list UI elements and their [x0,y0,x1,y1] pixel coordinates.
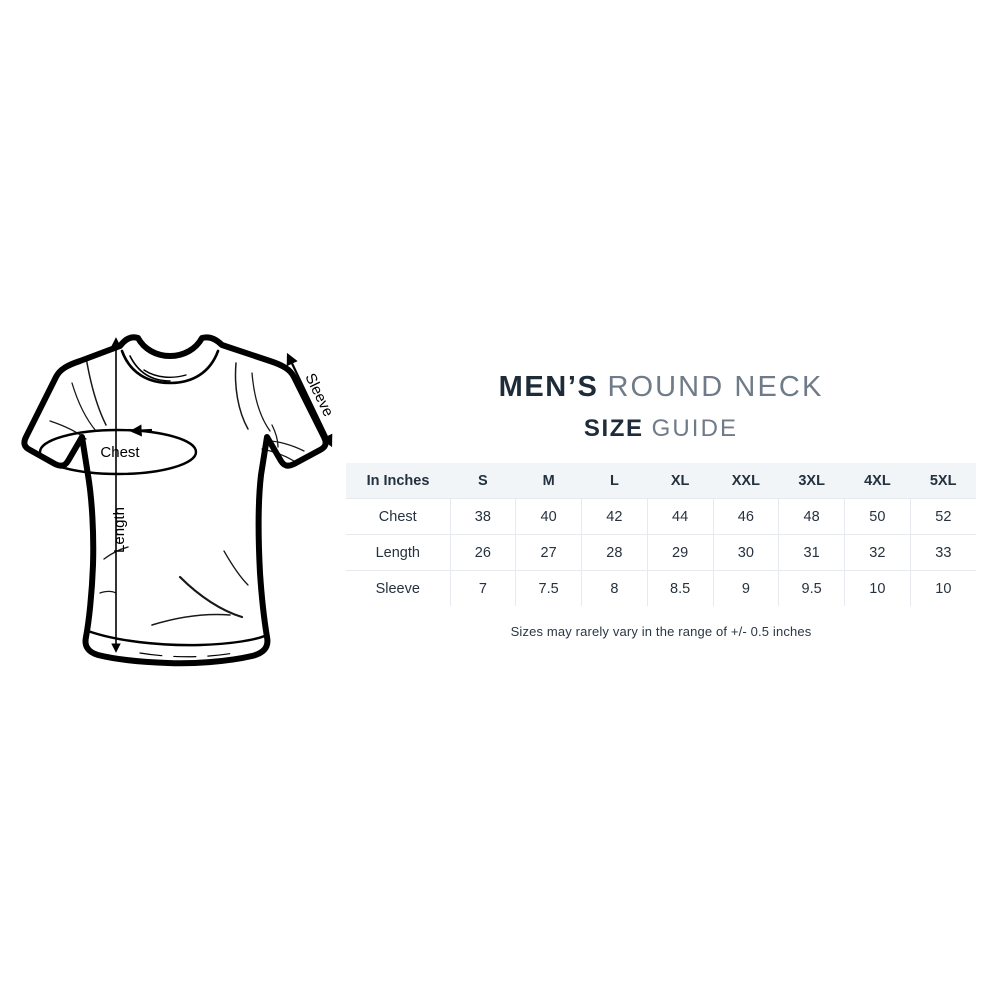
table-cell-measurement: 31 [778,534,845,571]
tshirt-diagram: Length Chest Sleeve [21,334,337,667]
column-header-size: XXL [713,463,779,499]
page-title: MEN’S ROUND NECK [346,370,976,404]
column-header-size: 3XL [778,463,845,499]
size-variance-note: Sizes may rarely vary in the range of +/… [510,624,812,639]
table-cell-measurement: 9.5 [778,570,845,606]
column-header-size: 5XL [910,463,976,499]
page-subtitle-strong: SIZE [583,415,644,442]
table-cell-measurement: 42 [581,498,648,535]
column-header-size: M [515,463,582,499]
table-cell-measurement: 46 [712,498,780,535]
table-cell-measurement: 29 [646,534,714,571]
table-cell-measurement: 9 [712,570,780,606]
row-header-measurement: Length [346,534,451,571]
table-body: Chest 38 40 42 44 46 48 50 52 Length 26 27 28 29 30 31 3… [346,498,976,606]
table-cell-measurement: 7.5 [515,570,582,606]
table-cell-measurement: 10 [909,570,976,606]
fabric-fold-lines [49,356,305,626]
page-subtitle: SIZE GUIDE [346,415,976,443]
column-header-unit: In Inches [346,463,450,499]
length-label: Length [111,507,128,553]
chest-measure: Chest [38,424,198,476]
table-row: Sleeve 7 7.5 8 8.5 9 9.5 10 10 [346,570,976,606]
table-cell-measurement: 40 [515,498,582,535]
table-cell-measurement: 27 [515,534,582,571]
page-title-light: ROUND NECK [607,371,824,403]
table-cell-measurement: 8 [581,570,648,606]
collar-detail [120,349,220,385]
table-cell-measurement: 32 [844,534,911,571]
table-header-row: In Inches S M L XL XXL 3XL 4XL 5XL [346,463,976,499]
table-cell-measurement: 52 [909,498,976,535]
table-cell-measurement: 38 [449,498,517,535]
column-header-size: L [581,463,648,499]
table-cell-measurement: 8.5 [646,570,714,606]
table-cell-measurement: 28 [581,534,648,571]
table-cell-measurement: 10 [844,570,911,606]
size-chart-table: In Inches S M L XL XXL 3XL 4XL 5XL Chest 38 40 42 44… [346,463,976,606]
table-cell-measurement: 44 [646,498,714,535]
tshirt-outline [21,334,329,667]
page-title-strong: MEN’S [498,371,599,403]
tshirt-illustration: Length Chest Sleeve [20,325,360,675]
page-subtitle-light: GUIDE [651,415,739,442]
row-header-measurement: Chest [346,498,451,535]
hem-line [86,629,269,658]
table-row: Length 26 27 28 29 30 31 32 33 [346,534,976,571]
table-cell-measurement: 7 [449,570,517,606]
column-header-size: XL [647,463,713,499]
table-cell-measurement: 26 [449,534,517,571]
table-cell-measurement: 50 [844,498,911,535]
length-measure: Length [111,337,128,653]
chest-label: Chest [100,444,140,461]
column-header-size: S [450,463,516,499]
column-header-size: 4XL [844,463,911,499]
table-cell-measurement: 48 [778,498,845,535]
table-cell-measurement: 33 [909,534,976,571]
table-cell-measurement: 30 [712,534,780,571]
size-guide-panel: MEN’S ROUND NECK SIZE GUIDE In Inches S M L XL… [346,370,976,639]
table-row: Chest 38 40 42 44 46 48 50 52 [346,498,976,535]
sleeve-measure: Sleeve [286,352,337,448]
row-header-measurement: Sleeve [346,570,451,606]
